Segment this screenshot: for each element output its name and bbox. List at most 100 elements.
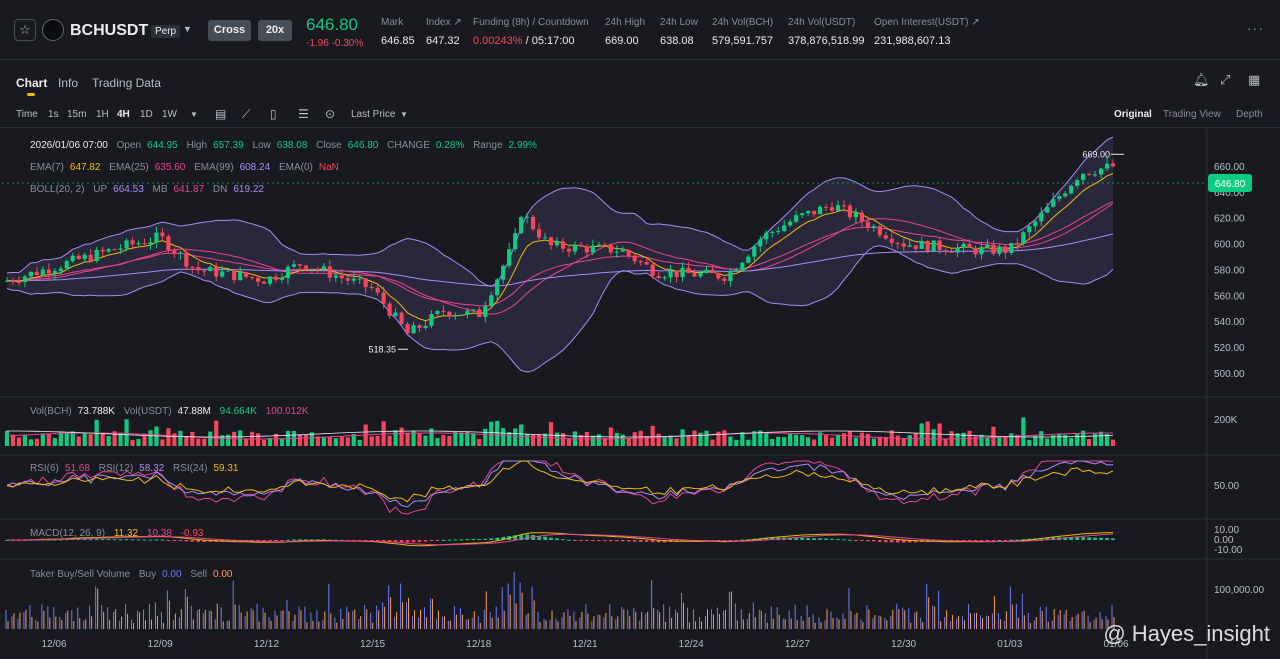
candle-body	[220, 271, 225, 277]
stat-label: 24h Vol(USDT)	[788, 17, 856, 28]
macd-histogram-bar	[746, 539, 751, 541]
candle-body	[1051, 199, 1056, 207]
macd-histogram-bar	[632, 540, 637, 542]
tab-info[interactable]: Info	[58, 76, 79, 90]
macd-histogram-bar	[800, 537, 804, 540]
fullscreen-icon[interactable]: ⤢	[1220, 72, 1231, 87]
volume-bar	[405, 433, 410, 446]
candle-body	[88, 254, 93, 262]
volume-bar	[602, 438, 607, 446]
interval-1d[interactable]: 1D	[140, 109, 153, 120]
favorite-star-icon[interactable]: ☆	[14, 19, 36, 41]
candle-body	[877, 226, 882, 236]
macd-histogram-bar	[142, 539, 147, 541]
stat-open-interest[interactable]: Open Interest(USDT) ↗ 231,988,607.13	[874, 17, 980, 47]
volume-bar	[513, 428, 518, 446]
volume-bar	[279, 438, 285, 446]
candle-body	[973, 247, 978, 255]
candle-body	[961, 243, 966, 248]
macd-histogram-bar	[322, 539, 326, 541]
tab-chart[interactable]: Chart	[16, 76, 48, 90]
drawing-tool-icon[interactable]: ⊙	[325, 107, 336, 121]
interval-15m[interactable]: 15m	[67, 109, 87, 120]
candle-body	[871, 226, 876, 228]
symbol-name[interactable]: BCHUSDT	[70, 22, 149, 39]
interval-1s[interactable]: 1s	[48, 109, 59, 120]
settings-sliders-icon[interactable]: ☰	[298, 107, 309, 121]
volume-bar	[1027, 439, 1032, 446]
interval-4h[interactable]: 4H	[117, 109, 130, 120]
macd-histogram-bar	[262, 540, 266, 542]
volume-bar	[811, 439, 817, 446]
candle-type-icon[interactable]: ▯	[270, 107, 277, 121]
volume-bar	[632, 432, 637, 446]
boll-upper-line	[6, 136, 1114, 287]
date-axis-label: 12/21	[572, 639, 597, 650]
candle-body	[1003, 246, 1008, 253]
ema25-label: EMA(25)	[109, 162, 149, 173]
volume-bar	[865, 433, 870, 446]
candle-body	[94, 249, 99, 262]
price-axis-label: 620.00	[1214, 214, 1245, 225]
volume-bar	[871, 438, 876, 446]
interval-dropdown-chevron-icon[interactable]: ▼	[190, 110, 198, 119]
chart-area[interactable]: 660.00 640.00 620.00 600.00 580.00 560.00 540.…	[0, 129, 1280, 659]
date-axis-label: 01/03	[997, 639, 1022, 650]
macd-histogram-bar	[770, 537, 775, 540]
macd-histogram-bar	[638, 540, 643, 542]
interval-1w[interactable]: 1W	[162, 109, 177, 120]
alert-bell-icon[interactable]: 🔔︎	[1193, 72, 1210, 87]
stat-index[interactable]: Index ↗ 647.32	[426, 17, 462, 47]
volume-bar	[303, 434, 309, 446]
candle-body	[166, 236, 171, 251]
volume-bar	[662, 437, 667, 446]
macd-histogram-bar	[357, 540, 362, 541]
view-trading-view[interactable]: Trading View	[1163, 109, 1221, 120]
view-depth[interactable]: Depth	[1236, 109, 1263, 120]
indicator-icon[interactable]: ⟋	[242, 107, 251, 121]
macd-histogram-bar	[471, 538, 476, 540]
more-options-icon[interactable]: ···	[1247, 20, 1264, 36]
chart-canvas[interactable]: 660.00 640.00 620.00 600.00 580.00 560.00 540.…	[0, 129, 1280, 659]
view-original[interactable]: Original	[1114, 109, 1152, 120]
candle-body	[722, 278, 727, 281]
vol-ma2-value: 100.012K	[265, 406, 309, 417]
date-axis-label: 12/24	[679, 639, 704, 650]
volume-bar	[387, 435, 392, 446]
macd-histogram-bar	[459, 539, 464, 541]
margin-mode-button[interactable]: Cross	[208, 20, 251, 41]
candle-body	[889, 238, 894, 243]
candle-body	[525, 216, 530, 218]
candle-body	[495, 279, 500, 296]
calendar-icon[interactable]: ▤	[215, 107, 227, 121]
macd-histogram-bar	[387, 540, 392, 542]
candle-body	[1027, 226, 1032, 233]
interval-1h[interactable]: 1H	[96, 109, 109, 120]
rsi24-line	[6, 460, 1114, 503]
leverage-button[interactable]: 20x	[258, 20, 292, 41]
vol-usdt-label: Vol(USDT)	[123, 406, 172, 417]
candle-body	[919, 240, 924, 249]
boll-lower-line	[6, 245, 1114, 373]
macd-histogram-bar	[441, 539, 446, 541]
price-axis-label: 500.00	[1214, 369, 1245, 380]
candle-body	[357, 278, 362, 280]
range-value: 2.99%	[508, 140, 537, 151]
macd-histogram-bar	[1003, 540, 1008, 541]
contract-type-badge: Perp	[151, 25, 181, 38]
macd-histogram-bar	[585, 540, 589, 541]
candle-body	[800, 213, 805, 216]
price-axis-label: 520.00	[1214, 343, 1245, 354]
price-type-chevron-icon[interactable]: ▼	[400, 110, 408, 119]
candle-body	[746, 256, 751, 263]
symbol-dropdown-chevron-icon[interactable]: ▼	[183, 24, 192, 34]
macd-histogram-bar	[907, 540, 912, 543]
macd-histogram-bar	[256, 540, 260, 542]
candle-body	[955, 247, 960, 253]
price-type-select[interactable]: Last Price	[351, 109, 396, 120]
volume-bar	[423, 435, 428, 446]
layout-grid-icon[interactable]: ▦	[1248, 72, 1261, 87]
candle-body	[351, 278, 356, 281]
tab-trading-data[interactable]: Trading Data	[92, 76, 161, 90]
rsi24-value: 59.31	[213, 463, 239, 474]
